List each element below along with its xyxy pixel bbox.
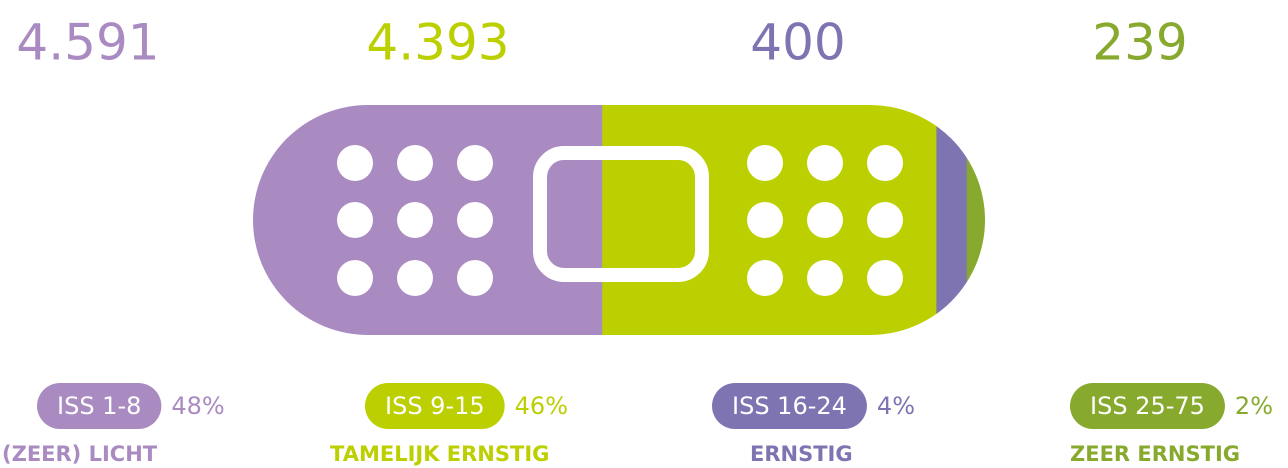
value-label: 4.591 [16, 14, 159, 72]
range-pill [712, 383, 867, 429]
range-pill [365, 383, 505, 429]
category-name: ERNSTIG [750, 442, 853, 466]
category-name: (ZEER) LICHT [2, 442, 158, 466]
range-label: ISS 9-15 [385, 392, 485, 420]
category-name: TAMELIJK ERNSTIG [330, 442, 549, 466]
range-pill [37, 383, 162, 429]
segment [936, 105, 968, 335]
share-label: 46% [515, 392, 568, 420]
share-label: 2% [1235, 392, 1273, 420]
range-label: ISS 1-8 [57, 392, 141, 420]
category-name: ZEER ERNSTIG [1070, 442, 1240, 466]
share-label: 4% [877, 392, 915, 420]
segment [966, 105, 985, 335]
value-label: 4.393 [366, 14, 509, 72]
share-label: 48% [171, 392, 224, 420]
value-label: 239 [1092, 14, 1187, 72]
value-label: 400 [750, 14, 845, 72]
bandage-decoration [337, 145, 903, 296]
range-label: ISS 25-75 [1090, 392, 1205, 420]
range-label: ISS 16-24 [732, 392, 847, 420]
range-pill [1070, 383, 1225, 429]
